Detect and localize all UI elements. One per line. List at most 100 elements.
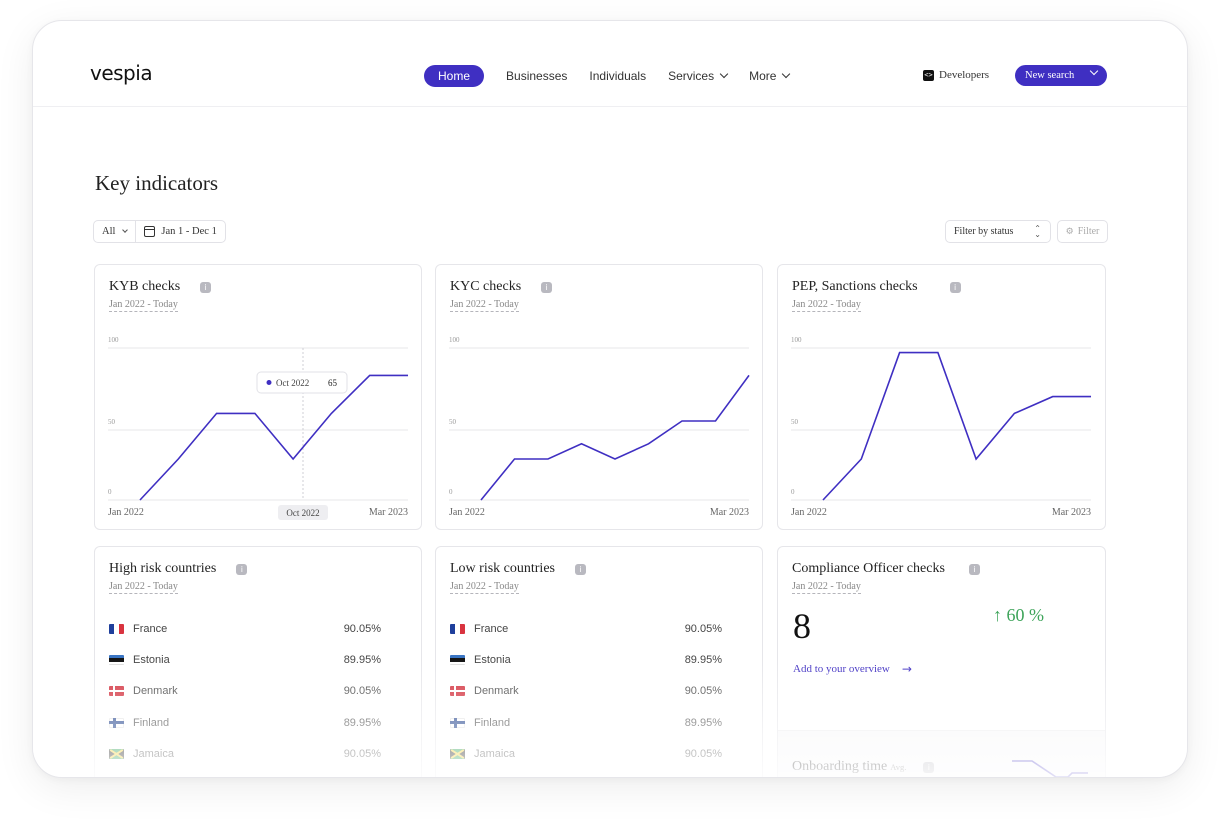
kyc-checks-card: KYC checks i Jan 2022 - Today 100 50 0 Ja…: [435, 264, 763, 530]
page-title: Key indicators: [95, 171, 219, 195]
country-name: Finland: [133, 716, 170, 729]
country-row[interactable]: Jamaica 90.05%: [109, 738, 381, 769]
flag-fi-icon: [450, 717, 465, 728]
x-axis-start-label: Jan 2022: [791, 507, 827, 518]
developers-link[interactable]: <> Developers: [923, 69, 989, 81]
country-name: Denmark: [474, 685, 519, 698]
country-percentage: 90.05%: [684, 685, 722, 698]
tooltip-label: Oct 2022: [276, 378, 309, 388]
country-percentage: 90.05%: [343, 747, 381, 760]
kyc-series-line: [480, 374, 750, 501]
y-tick-label: 50: [449, 418, 457, 426]
country-row[interactable]: France 90.05%: [450, 613, 722, 644]
onboarding-sparkline: [1012, 760, 1088, 777]
y-tick-label: 50: [108, 418, 116, 426]
card-title-text: Low risk countries: [450, 561, 555, 576]
card-date-range[interactable]: Jan 2022 - Today: [792, 581, 861, 594]
chevron-down-icon: [782, 69, 791, 79]
date-range-picker[interactable]: Jan 1 - Dec 1: [135, 221, 224, 242]
info-icon[interactable]: i: [236, 563, 248, 575]
country-row[interactable]: Denmark 90.05%: [109, 676, 381, 707]
card-date-range[interactable]: Jan 2022 - Today: [109, 299, 178, 312]
y-tick-label: 100: [108, 336, 119, 344]
info-icon[interactable]: i: [574, 563, 586, 575]
status-filter-label: Filter by status: [954, 226, 1014, 237]
country-list: France 90.05% Estonia 89.95% Denmark 90.05% Fi…: [450, 613, 722, 769]
onboarding-avg-label: Avg.: [890, 762, 907, 772]
kyb-series-layer: [139, 374, 409, 501]
card-date-range[interactable]: Jan 2022 - Today: [450, 299, 519, 312]
card-title: Low risk countries i: [450, 561, 586, 577]
country-percentage: 89.95%: [343, 716, 381, 729]
info-icon[interactable]: i: [968, 563, 980, 575]
x-axis-highlight-label: Oct 2022: [286, 508, 319, 518]
card-date-range[interactable]: Jan 2022 - Today: [109, 581, 178, 594]
onboarding-title-text: Onboarding time: [792, 759, 888, 774]
chevron-down-icon: [122, 227, 129, 233]
country-row[interactable]: Estonia 89.95%: [109, 644, 381, 675]
date-range-value: Jan 1 - Dec 1: [161, 226, 217, 237]
country-name: Finland: [474, 716, 511, 729]
info-icon[interactable]: i: [923, 762, 935, 773]
nav-home[interactable]: Home: [424, 65, 485, 87]
app-window: vespia Home Businesses Individuals Servi…: [32, 20, 1188, 778]
nav-businesses-label: Businesses: [506, 69, 568, 83]
country-row[interactable]: France 90.05%: [109, 613, 381, 644]
flag-fr-icon: [109, 623, 124, 634]
main-menu: Home Businesses Individuals Services Mor…: [424, 65, 811, 87]
onboarding-title: Onboarding time Avg. i: [792, 759, 935, 775]
low-risk-countries-card: Low risk countries i Jan 2022 - Today Fra…: [435, 546, 763, 777]
pep-series-layer: [822, 351, 1092, 501]
country-row[interactable]: Jamaica 90.05%: [450, 738, 722, 769]
filter-button[interactable]: ⚙ Filter: [1057, 220, 1108, 243]
info-icon[interactable]: i: [200, 281, 212, 293]
flag-jm-icon: [109, 748, 124, 759]
nav-businesses[interactable]: Businesses: [506, 69, 567, 83]
scope-select[interactable]: All: [94, 221, 135, 242]
flag-jm-icon: [450, 748, 465, 759]
nav-services[interactable]: Services: [668, 69, 729, 83]
country-name: Jamaica: [133, 747, 174, 760]
y-tick-label: 0: [108, 488, 112, 496]
card-date-range[interactable]: Jan 2022 - Today: [450, 581, 519, 594]
country-row[interactable]: Denmark 90.05%: [450, 676, 722, 707]
card-title: KYB checks i: [109, 279, 212, 295]
nav-services-label: Services: [668, 69, 715, 83]
card-date-range[interactable]: Jan 2022 - Today: [792, 299, 861, 312]
info-icon[interactable]: i: [541, 281, 553, 293]
card-title-text: PEP, Sanctions checks: [792, 279, 918, 294]
kyb-checks-card: KYB checks i Jan 2022 - Today 100 50 0 Oc…: [94, 264, 422, 530]
scope-date-filter: All Jan 1 - Dec 1: [93, 220, 226, 243]
card-title: High risk countries i: [109, 561, 248, 577]
card-title: PEP, Sanctions checks i: [792, 279, 961, 295]
tooltip-dot: [266, 380, 272, 385]
card-title: Compliance Officer checks i: [792, 561, 980, 577]
nav-more[interactable]: More: [749, 69, 791, 83]
country-name: France: [474, 622, 509, 635]
status-filter-select[interactable]: Filter by status ⌃ ⌄: [945, 220, 1051, 243]
flag-dk-icon: [109, 686, 124, 697]
y-tick-label: 50: [791, 418, 799, 426]
scope-value: All: [102, 226, 116, 237]
y-tick-label: 100: [791, 336, 802, 344]
top-navbar: vespia Home Businesses Individuals Servi…: [33, 21, 1187, 107]
x-axis-start-label: Jan 2022: [108, 507, 144, 518]
logo[interactable]: vespia: [90, 61, 153, 85]
info-icon[interactable]: i: [949, 281, 961, 293]
new-search-button[interactable]: New search: [1015, 65, 1107, 86]
country-row[interactable]: Finland 89.95%: [109, 707, 381, 738]
flag-ee-icon: [450, 654, 465, 665]
nav-individuals[interactable]: Individuals: [589, 69, 646, 83]
code-icon: <>: [923, 69, 934, 81]
nav-more-label: More: [749, 69, 777, 83]
onboarding-time-panel: Onboarding time Avg. i: [778, 730, 1105, 777]
card-title-text: KYB checks: [109, 279, 181, 294]
country-row[interactable]: Estonia 89.95%: [450, 644, 722, 675]
kyc-series-layer: [480, 374, 750, 501]
add-to-overview-link[interactable]: Add to your overview →: [793, 662, 912, 676]
kyb-line-chart: 100 50 0 Oct 2022 65 Jan 2022 Oct 2022 M…: [108, 336, 409, 520]
x-axis-end-label: Mar 2023: [710, 507, 749, 518]
country-row[interactable]: Finland 89.95%: [450, 707, 722, 738]
card-title-text: Compliance Officer checks: [792, 561, 945, 576]
compliance-officer-checks-card: Compliance Officer checks i Jan 2022 - To…: [777, 546, 1106, 777]
